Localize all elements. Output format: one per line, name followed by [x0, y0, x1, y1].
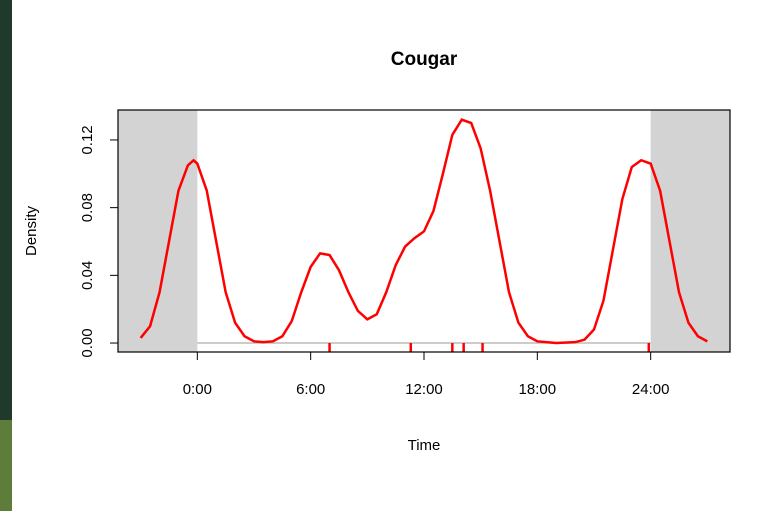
density-line — [139, 118, 708, 345]
x-tick-label: 12:00 — [405, 381, 443, 398]
shade — [650, 110, 730, 352]
background-strip — [0, 420, 12, 511]
x-tick-label: 6:00 — [296, 381, 325, 398]
y-tick-label: 0.08 — [79, 193, 96, 222]
shade — [118, 110, 198, 352]
y-tick-label: 0.04 — [79, 261, 96, 290]
y-axis-label: Density — [23, 205, 40, 256]
y-tick-label: 0.00 — [79, 328, 96, 357]
background-strip — [0, 0, 12, 511]
x-axis-label: Time — [408, 437, 441, 454]
y-tick-label: 0.12 — [79, 125, 96, 154]
x-tick-label: 24:00 — [632, 381, 670, 398]
x-tick-label: 18:00 — [519, 381, 557, 398]
chart-title: Cougar — [391, 49, 458, 70]
x-tick-label: 0:00 — [183, 381, 212, 398]
